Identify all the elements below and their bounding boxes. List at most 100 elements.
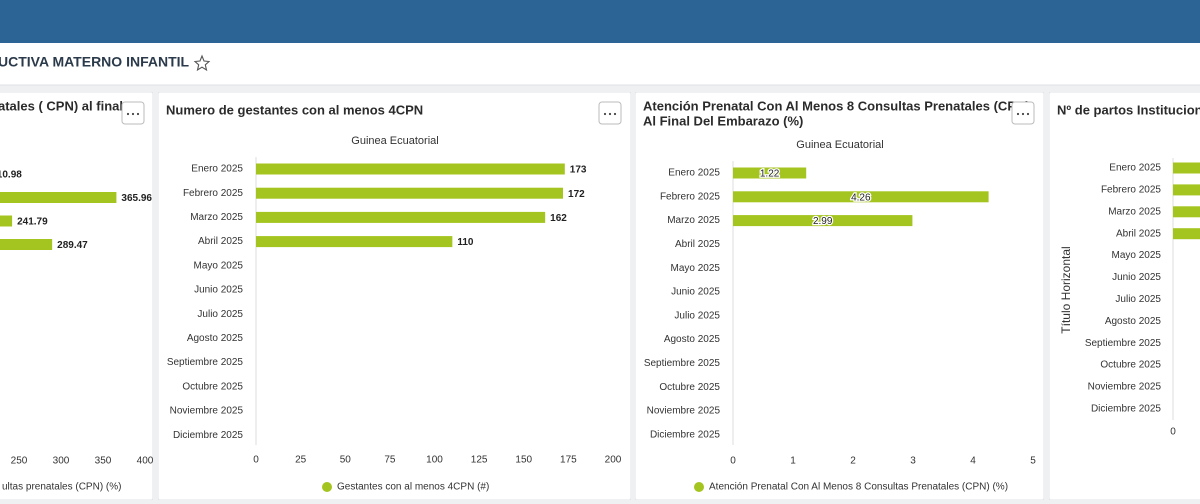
- chart-title: Al Final Del Embarazo (%): [643, 113, 803, 128]
- y-tick-label: Abril 2025: [198, 236, 243, 247]
- y-tick-label: Febrero 2025: [660, 191, 720, 202]
- data-label: 365.96: [121, 193, 152, 204]
- data-label: 210.98: [0, 170, 22, 181]
- panel-bg: [1049, 92, 1200, 500]
- menu-dot: [136, 112, 140, 116]
- y-tick-label: Marzo 2025: [190, 212, 243, 223]
- chart-panel: Nº de partos Institucional Título Horizon…: [1049, 92, 1200, 500]
- chart-title: Atención Prenatal Con Al Menos 8 Consult…: [643, 98, 1030, 113]
- legend-label: Gestantes con al menos 4CPN (#): [337, 482, 489, 493]
- x-tick-label: 150: [515, 455, 532, 466]
- x-tick-label: 100: [426, 455, 443, 466]
- y-tick-label: Octubre 2025: [182, 381, 243, 392]
- y-tick-label: Mayo 2025: [1112, 250, 1162, 261]
- chart-panel: atales ( CPN) al final 250 300 350 400 210.98…: [0, 92, 154, 500]
- y-tick-label: Enero 2025: [191, 164, 243, 175]
- y-tick-label: Febrero 2025: [183, 188, 243, 199]
- x-tick-label: 5: [1030, 456, 1036, 467]
- bar: [0, 239, 53, 250]
- bar: [1173, 228, 1200, 240]
- menu-dot: [608, 112, 612, 116]
- title-strip: [0, 43, 1200, 85]
- x-tick-label: 50: [340, 455, 352, 466]
- top-bar: [0, 0, 1200, 43]
- legend-swatch: [694, 482, 704, 492]
- y-tick-label: Noviembre 2025: [1088, 382, 1162, 393]
- menu-dot: [1021, 112, 1025, 116]
- x-tick-label: 250: [11, 456, 28, 467]
- x-tick-label: 0: [1170, 427, 1176, 438]
- data-label: 1.22: [760, 169, 780, 180]
- x-tick-label: 175: [560, 455, 577, 466]
- favorite-star[interactable]: [193, 54, 211, 72]
- x-tick-label: 25: [295, 455, 307, 466]
- y-tick-label: Julio 2025: [197, 309, 243, 320]
- x-tick-label: 4: [970, 456, 976, 467]
- data-label: 241.79: [17, 217, 48, 228]
- dashboard-title: UCTIVA MATERNO INFANTIL: [0, 54, 190, 70]
- legend-label: Atención Prenatal Con Al Menos 8 Consult…: [709, 482, 1008, 493]
- data-label: 173: [570, 165, 587, 176]
- bar: [733, 167, 807, 179]
- bar: [256, 236, 453, 248]
- y-tick-label: Agosto 2025: [664, 334, 721, 345]
- bar: [1173, 162, 1200, 174]
- chart-title: atales ( CPN) al final: [0, 98, 123, 113]
- bar: [256, 187, 564, 199]
- panels: atales ( CPN) al final250300350400210.98…: [0, 92, 1200, 500]
- x-tick-label: 400: [137, 456, 154, 467]
- x-tick-label: 200: [605, 455, 622, 466]
- y-tick-label: Septiembre 2025: [644, 358, 721, 369]
- y-tick-label: Abril 2025: [675, 239, 720, 250]
- chart-panel: Numero de gestantes con al menos 4CPN Gui…: [158, 92, 631, 500]
- panel-bg: [0, 92, 153, 500]
- bar: [733, 191, 989, 203]
- menu-dot: [126, 112, 130, 116]
- legend-swatch: [322, 482, 332, 492]
- data-label: 172: [568, 189, 585, 200]
- y-tick-label: Junio 2025: [1112, 272, 1161, 283]
- x-tick-label: 75: [384, 455, 396, 466]
- y-axis-title: Título Horizontal: [1059, 246, 1073, 333]
- bar: [0, 192, 117, 203]
- y-tick-label: Febrero 2025: [1101, 185, 1161, 196]
- bar: [1173, 206, 1200, 218]
- x-tick-label: 1: [790, 456, 796, 467]
- menu-dot: [1016, 112, 1020, 116]
- y-tick-label: Enero 2025: [668, 168, 720, 179]
- y-tick-label: Diciembre 2025: [1091, 404, 1161, 415]
- y-tick-label: Mayo 2025: [671, 263, 721, 274]
- y-tick-label: Octubre 2025: [1100, 360, 1161, 371]
- y-tick-label: Marzo 2025: [1108, 206, 1161, 217]
- legend-label: ultas prenatales (CPN) (%): [2, 482, 121, 493]
- y-tick-label: Marzo 2025: [667, 215, 720, 226]
- data-label: 110: [457, 237, 474, 248]
- x-tick-label: 125: [471, 455, 488, 466]
- y-tick-label: Enero 2025: [1109, 163, 1161, 174]
- y-tick-label: Abril 2025: [1116, 228, 1161, 239]
- x-tick-label: 0: [253, 455, 259, 466]
- y-tick-label: Septiembre 2025: [1085, 338, 1162, 349]
- bar: [1173, 184, 1200, 196]
- chart-subtitle: Guinea Ecuatorial: [351, 135, 438, 147]
- chart-subtitle: Guinea Ecuatorial: [796, 139, 883, 151]
- x-tick-label: 2: [850, 456, 856, 467]
- x-tick-label: 0: [730, 456, 736, 467]
- data-label: 4.26: [851, 192, 871, 203]
- chart-title: Nº de partos Institucional: [1057, 102, 1200, 117]
- y-tick-label: Agosto 2025: [187, 333, 244, 344]
- chart-panel: Atención Prenatal Con Al Menos 8 Consult…: [635, 92, 1044, 500]
- menu-dot: [1026, 112, 1030, 116]
- y-tick-label: Octubre 2025: [659, 382, 720, 393]
- x-tick-label: 350: [95, 456, 112, 467]
- bar: [0, 215, 13, 227]
- menu-dot: [613, 112, 617, 116]
- y-tick-label: Diciembre 2025: [650, 429, 720, 440]
- y-tick-label: Agosto 2025: [1105, 316, 1162, 327]
- data-label: 162: [550, 213, 567, 224]
- bar: [733, 215, 913, 227]
- x-tick-label: 3: [910, 456, 916, 467]
- bar: [256, 163, 565, 175]
- y-tick-label: Noviembre 2025: [647, 406, 721, 417]
